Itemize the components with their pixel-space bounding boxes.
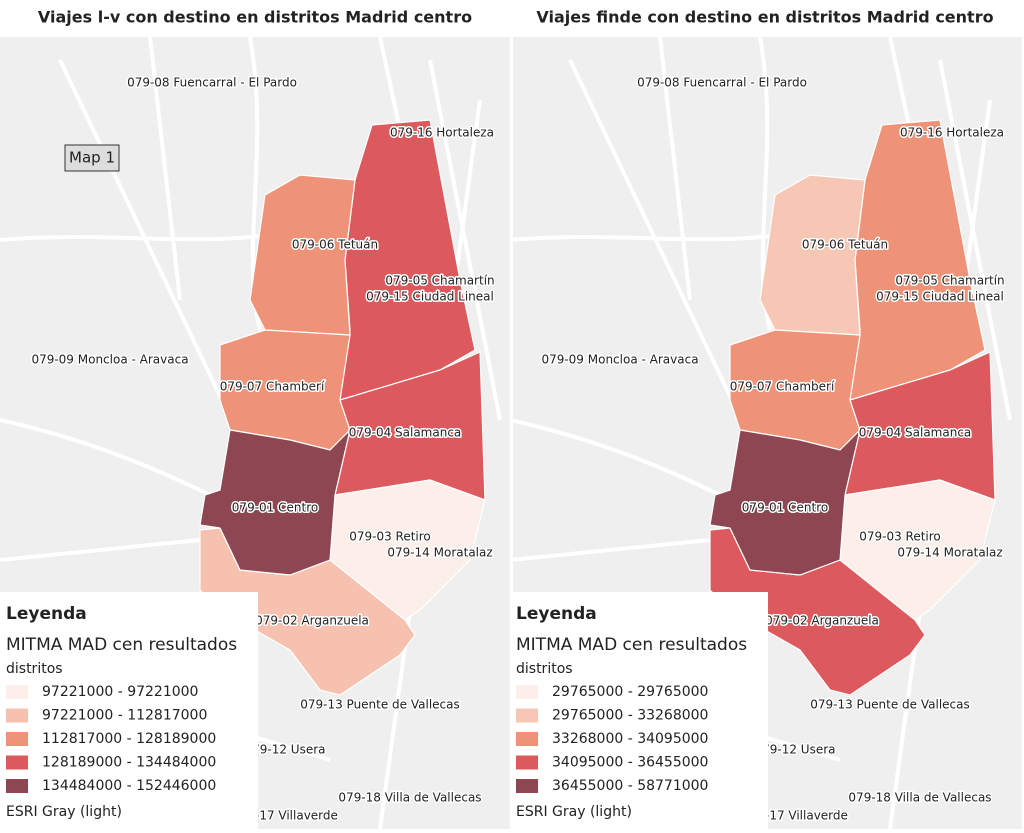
road <box>148 37 182 301</box>
road <box>938 59 1012 421</box>
legend-basemap: ESRI Gray (light) <box>6 804 122 820</box>
legend-swatch <box>516 755 538 770</box>
district-label: 079-07 Chamberí <box>730 380 835 394</box>
district-label: 079-12 Usera <box>244 743 325 757</box>
district-label: 079-05 Chamartín <box>385 274 494 288</box>
district <box>759 174 866 336</box>
district <box>709 428 862 576</box>
legend-box <box>0 592 258 829</box>
district <box>249 174 356 336</box>
legend-swatch <box>516 732 538 746</box>
district-label: 079-04 Salamanca <box>349 426 462 440</box>
map-panel: 079-08 Fuencarral - El Pardo 079-16 Horta… <box>0 37 510 829</box>
district-label: 079-18 Villa de Vallecas <box>848 791 991 805</box>
legend-label: 34095000 - 36455000 <box>552 755 708 771</box>
road <box>513 538 711 562</box>
district-label: 079-01 Centro <box>232 501 318 515</box>
legend-sublayer: distritos <box>6 661 63 677</box>
legend-swatch <box>6 708 28 723</box>
road <box>378 37 402 131</box>
legend-label: 97221000 - 112817000 <box>42 708 207 724</box>
road <box>888 37 912 131</box>
legend-title: Leyenda <box>6 604 87 624</box>
legend-layer: MITMA MAD cen resultados <box>6 635 237 655</box>
district-label: 079-12 Usera <box>754 743 835 757</box>
district-label: 079-16 Hortaleza <box>900 126 1004 140</box>
legend-swatch <box>516 779 538 793</box>
district-label: 079-15 Ciudad Lineal <box>366 290 494 304</box>
district-label: 079-07 Chamberí <box>220 380 325 394</box>
legend-title: Leyenda <box>516 604 597 624</box>
map-title: Viajes finde con destino en distritos Ma… <box>536 8 993 27</box>
legend-sublayer: distritos <box>516 661 573 677</box>
road <box>0 418 221 502</box>
legend-swatch <box>6 755 28 770</box>
map-badge: Map 1 <box>69 149 115 167</box>
district-label: 079-06 Tetuán <box>802 238 888 252</box>
district-label: 079-04 Salamanca <box>859 426 972 440</box>
district-label: 079-13 Puente de Vallecas <box>300 698 460 712</box>
road <box>658 37 692 301</box>
legend-box <box>513 592 768 829</box>
legend-swatch <box>6 732 28 746</box>
legend-swatch <box>516 685 538 699</box>
district-label: 079-14 Moratalaz <box>897 546 1002 560</box>
legend-label: 128189000 - 134484000 <box>42 755 216 771</box>
district-label: 079-06 Tetuán <box>292 238 378 252</box>
district-label: 079-09 Moncloa - Aravaca <box>541 353 698 367</box>
legend-swatch <box>6 685 28 699</box>
district-label: 079-08 Fuencarral - El Pardo <box>127 76 297 90</box>
legend-label: 29765000 - 29765000 <box>552 684 708 700</box>
road <box>428 59 502 421</box>
map-title: Viajes l-v con destino en distritos Madr… <box>38 8 472 27</box>
district-label: 079-14 Moratalaz <box>387 546 492 560</box>
legend-swatch <box>516 708 538 723</box>
district <box>199 428 352 576</box>
district-label: 079-09 Moncloa - Aravaca <box>31 353 188 367</box>
district-label: 079-03 Retiro <box>349 530 431 544</box>
district-label: 079-02 Arganzuela <box>765 614 879 628</box>
road <box>513 418 731 502</box>
district-label: 079-02 Arganzuela <box>255 614 369 628</box>
legend-label: 134484000 - 152446000 <box>42 778 216 794</box>
legend-swatch <box>6 779 28 793</box>
legend-basemap: ESRI Gray (light) <box>516 804 632 820</box>
map-panel: 079-08 Fuencarral - El Pardo 079-16 Horta… <box>513 37 1022 829</box>
district-label: 079-01 Centro <box>742 501 828 515</box>
district-label: 079-05 Chamartín <box>895 274 1004 288</box>
road <box>0 538 201 562</box>
legend-label: 97221000 - 97221000 <box>42 684 198 700</box>
district-label: 079-16 Hortaleza <box>390 126 494 140</box>
legend-label: 36455000 - 58771000 <box>552 778 708 794</box>
district-label: 079-15 Ciudad Lineal <box>876 290 1004 304</box>
legend-layer: MITMA MAD cen resultados <box>516 635 747 655</box>
district-label: 079-08 Fuencarral - El Pardo <box>637 76 807 90</box>
legend-label: 112817000 - 128189000 <box>42 731 216 747</box>
district-label: 079-18 Villa de Vallecas <box>338 791 481 805</box>
district-label: 079-13 Puente de Vallecas <box>810 698 970 712</box>
legend-label: 33268000 - 34095000 <box>552 731 708 747</box>
map-badge-box <box>64 144 120 172</box>
legend-label: 29765000 - 33268000 <box>552 708 708 724</box>
district-label: 079-03 Retiro <box>859 530 941 544</box>
